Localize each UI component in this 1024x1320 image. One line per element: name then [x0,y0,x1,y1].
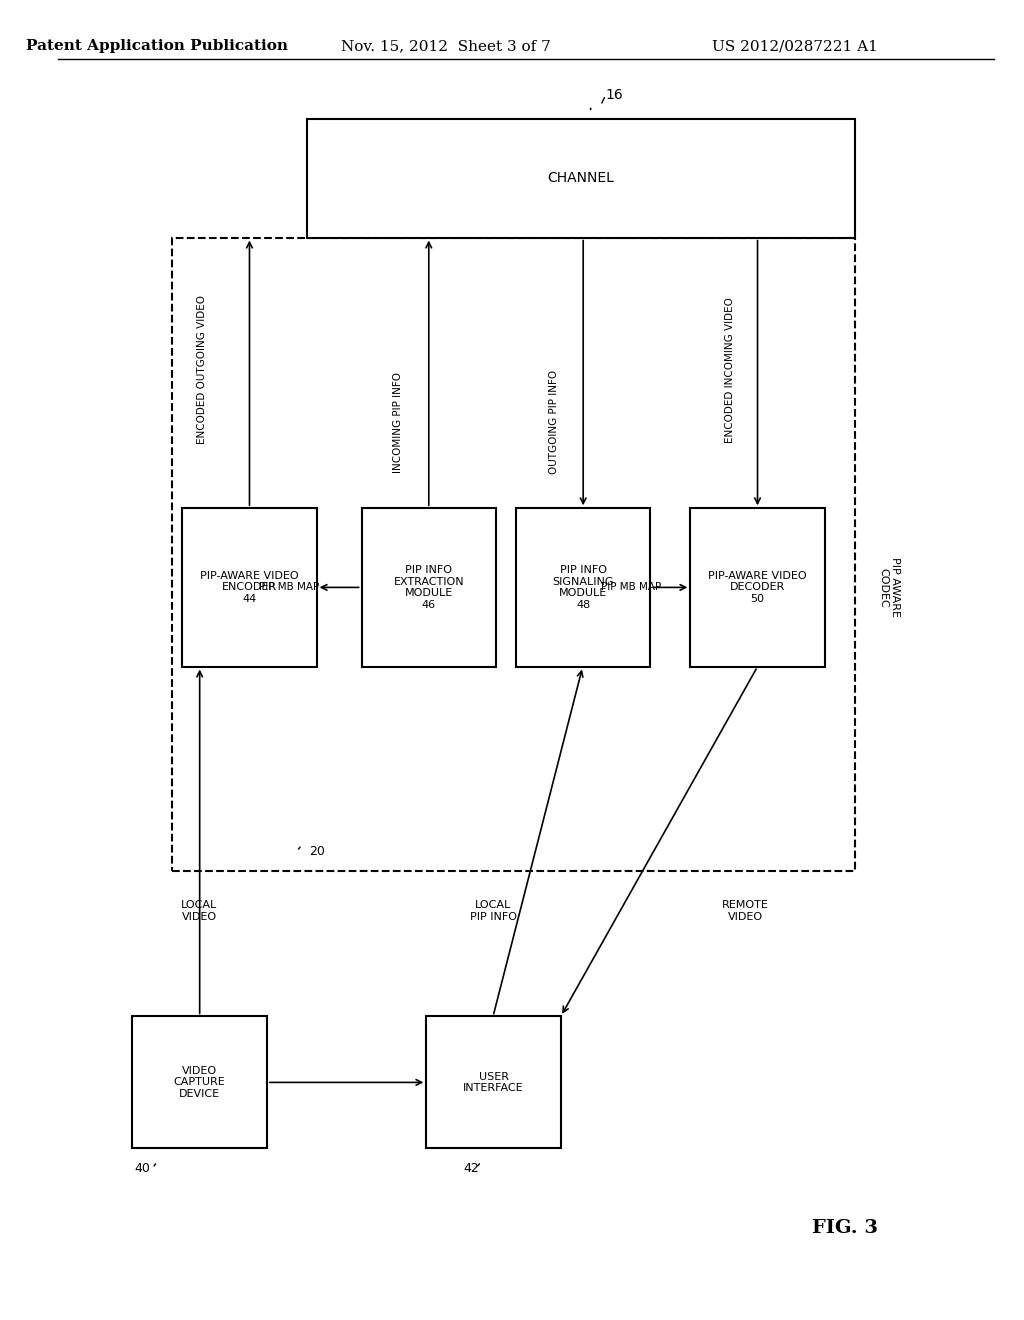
FancyBboxPatch shape [426,1016,561,1148]
Text: PIP INFO
EXTRACTION
MODULE
46: PIP INFO EXTRACTION MODULE 46 [393,565,464,610]
Text: USER
INTERFACE: USER INTERFACE [463,1072,524,1093]
FancyBboxPatch shape [132,1016,267,1148]
Text: LOCAL
PIP INFO: LOCAL PIP INFO [470,900,516,921]
Text: INCOMING PIP INFO: INCOMING PIP INFO [393,372,403,473]
Text: PIP-AWARE VIDEO
ENCODER
44: PIP-AWARE VIDEO ENCODER 44 [200,570,299,605]
Text: CHANNEL: CHANNEL [547,172,614,185]
Text: ENCODED INCOMING VIDEO: ENCODED INCOMING VIDEO [725,297,735,442]
Text: OUTGOING PIP INFO: OUTGOING PIP INFO [549,371,559,474]
Text: PIP AWARE
CODEC: PIP AWARE CODEC [879,557,900,618]
Text: US 2012/0287221 A1: US 2012/0287221 A1 [712,40,878,53]
Text: 42: 42 [463,1162,479,1175]
Text: LOCAL
VIDEO: LOCAL VIDEO [181,900,217,921]
Text: ENCODED OUTGOING VIDEO: ENCODED OUTGOING VIDEO [198,296,207,444]
Text: FIG. 3: FIG. 3 [812,1218,878,1237]
FancyBboxPatch shape [307,119,855,238]
Text: Patent Application Publication: Patent Application Publication [27,40,289,53]
Text: PIP MB MAP: PIP MB MAP [601,582,662,593]
Text: 40: 40 [134,1162,151,1175]
Text: PIP INFO
SIGNALING
MODULE
48: PIP INFO SIGNALING MODULE 48 [552,565,614,610]
FancyBboxPatch shape [516,508,650,667]
FancyBboxPatch shape [690,508,824,667]
Text: PIP-AWARE VIDEO
DECODER
50: PIP-AWARE VIDEO DECODER 50 [709,570,807,605]
Text: REMOTE
VIDEO: REMOTE VIDEO [722,900,768,921]
FancyBboxPatch shape [361,508,496,667]
Text: 20: 20 [309,845,325,858]
Text: 16: 16 [605,88,624,102]
Text: VIDEO
CAPTURE
DEVICE: VIDEO CAPTURE DEVICE [174,1065,225,1100]
Text: Nov. 15, 2012  Sheet 3 of 7: Nov. 15, 2012 Sheet 3 of 7 [341,40,551,53]
Text: PIP MB MAP: PIP MB MAP [259,582,318,593]
FancyBboxPatch shape [182,508,316,667]
